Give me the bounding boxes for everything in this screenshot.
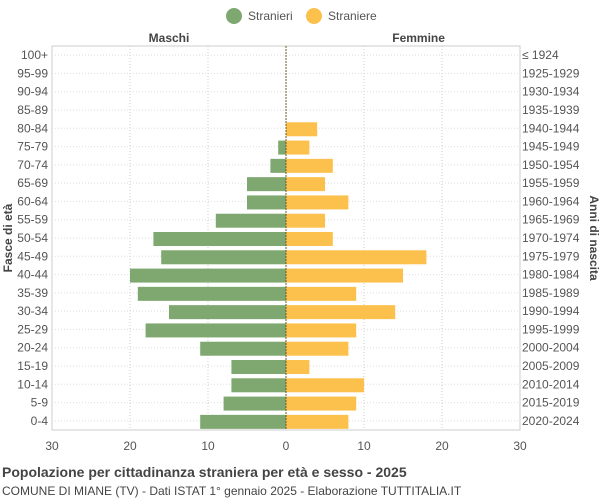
- birth-year-label: 1940-1944: [522, 121, 580, 135]
- birth-year-label: 2005-2009: [522, 359, 580, 373]
- age-group-label: 75-79: [17, 140, 48, 154]
- age-group-label: 35-39: [17, 286, 48, 300]
- birth-year-label: 1935-1939: [522, 103, 580, 117]
- age-group-label: 95-99: [17, 66, 48, 80]
- female-bar: [286, 360, 310, 374]
- birth-year-label: 2010-2014: [522, 377, 580, 391]
- age-group-label: 20-24: [17, 341, 48, 355]
- age-group-label: 45-49: [17, 249, 48, 263]
- age-group-label: 0-4: [31, 414, 49, 428]
- male-bar: [215, 213, 286, 228]
- legend: Stranieri Straniere: [226, 8, 377, 24]
- female-bar: [286, 305, 396, 320]
- x-tick-label: 30: [513, 439, 527, 453]
- male-bar: [247, 177, 286, 192]
- female-bar: [286, 286, 357, 301]
- female-bar: [286, 414, 349, 429]
- age-group-label: 100+: [21, 48, 48, 62]
- female-bar: [286, 232, 333, 246]
- birth-year-label: 1990-1994: [522, 304, 580, 318]
- birth-year-label: 1985-1989: [522, 286, 580, 300]
- age-group-label: 25-29: [17, 322, 48, 336]
- birth-year-label: 2015-2019: [522, 396, 580, 410]
- y-axis-title-right: Anni di nascita: [587, 195, 600, 281]
- male-bar: [161, 250, 286, 265]
- y-axis-title-left: Fasce di età: [1, 203, 15, 272]
- birth-year-label: 1955-1959: [522, 176, 580, 190]
- female-bar: [286, 323, 357, 338]
- male-bar: [137, 286, 286, 301]
- legend-label: Straniere: [328, 9, 377, 23]
- age-group-label: 85-89: [17, 103, 48, 117]
- male-bar: [130, 268, 286, 283]
- chart-title: Popolazione per cittadinanza straniera p…: [2, 464, 407, 480]
- birth-year-label: 2020-2024: [522, 414, 580, 428]
- male-bar: [200, 414, 286, 429]
- x-tick-label: 30: [45, 439, 59, 453]
- female-bar: [286, 195, 349, 210]
- x-tick-label: 0: [283, 439, 290, 453]
- age-group-label: 50-54: [17, 231, 48, 245]
- x-tick-label: 20: [123, 439, 137, 453]
- age-group-label: 40-44: [17, 268, 48, 282]
- birth-year-label: 1950-1954: [522, 158, 580, 172]
- birth-year-label: 1945-1949: [522, 140, 580, 154]
- birth-year-label: 1995-1999: [522, 322, 580, 336]
- bars: [130, 122, 427, 429]
- birth-year-label: ≤ 1924: [522, 48, 559, 62]
- male-bar: [231, 360, 286, 374]
- legend-swatch: [226, 8, 242, 24]
- birth-year-label: 1930-1934: [522, 85, 580, 99]
- age-group-label: 5-9: [31, 396, 49, 410]
- side-label-male: Maschi: [149, 31, 190, 45]
- female-bar: [286, 268, 403, 283]
- birth-year-label: 2000-2004: [522, 341, 580, 355]
- female-bar: [286, 158, 333, 173]
- age-group-label: 80-84: [17, 121, 48, 135]
- age-group-label: 90-94: [17, 85, 48, 99]
- age-group-label: 70-74: [17, 158, 48, 172]
- age-group-label: 55-59: [17, 213, 48, 227]
- female-bar: [286, 378, 364, 393]
- female-bar: [286, 140, 310, 155]
- x-tick-label: 10: [201, 439, 215, 453]
- age-group-label: 30-34: [17, 304, 48, 318]
- male-bar: [153, 232, 286, 246]
- birth-year-label: 1965-1969: [522, 213, 580, 227]
- side-label-female: Femmine: [392, 31, 445, 45]
- female-bar: [286, 250, 427, 265]
- male-bar: [270, 158, 286, 173]
- legend-swatch: [306, 8, 322, 24]
- male-bar: [223, 396, 286, 411]
- male-bar: [200, 341, 286, 356]
- female-bar: [286, 213, 325, 228]
- axes: 30 20 10 0 10 20 30 100+ ≤ 1924 95-99 1925-1929 90-…: [1, 31, 600, 453]
- chart-subtitle: COMUNE DI MIANE (TV) - Dati ISTAT 1° gen…: [2, 484, 462, 498]
- male-bar: [247, 195, 286, 210]
- legend-label: Stranieri: [248, 9, 293, 23]
- female-bar: [286, 396, 357, 411]
- birth-year-label: 1975-1979: [522, 249, 580, 263]
- age-group-label: 60-64: [17, 194, 48, 208]
- age-group-label: 15-19: [17, 359, 48, 373]
- birth-year-label: 1980-1984: [522, 268, 580, 282]
- birth-year-label: 1970-1974: [522, 231, 580, 245]
- x-tick-label: 10: [357, 439, 371, 453]
- birth-year-label: 1925-1929: [522, 66, 580, 80]
- x-tick-label: 20: [435, 439, 449, 453]
- male-bar: [278, 140, 286, 155]
- female-bar: [286, 122, 318, 137]
- birth-year-label: 1960-1964: [522, 194, 580, 208]
- male-bar: [231, 378, 286, 393]
- female-bar: [286, 341, 349, 356]
- male-bar: [145, 323, 286, 338]
- population-pyramid-chart: 30 20 10 0 10 20 30 100+ ≤ 1924 95-99 1925-1929 90-…: [1, 8, 600, 453]
- age-group-label: 10-14: [17, 377, 48, 391]
- age-group-label: 65-69: [17, 176, 48, 190]
- male-bar: [169, 305, 286, 320]
- female-bar: [286, 177, 325, 192]
